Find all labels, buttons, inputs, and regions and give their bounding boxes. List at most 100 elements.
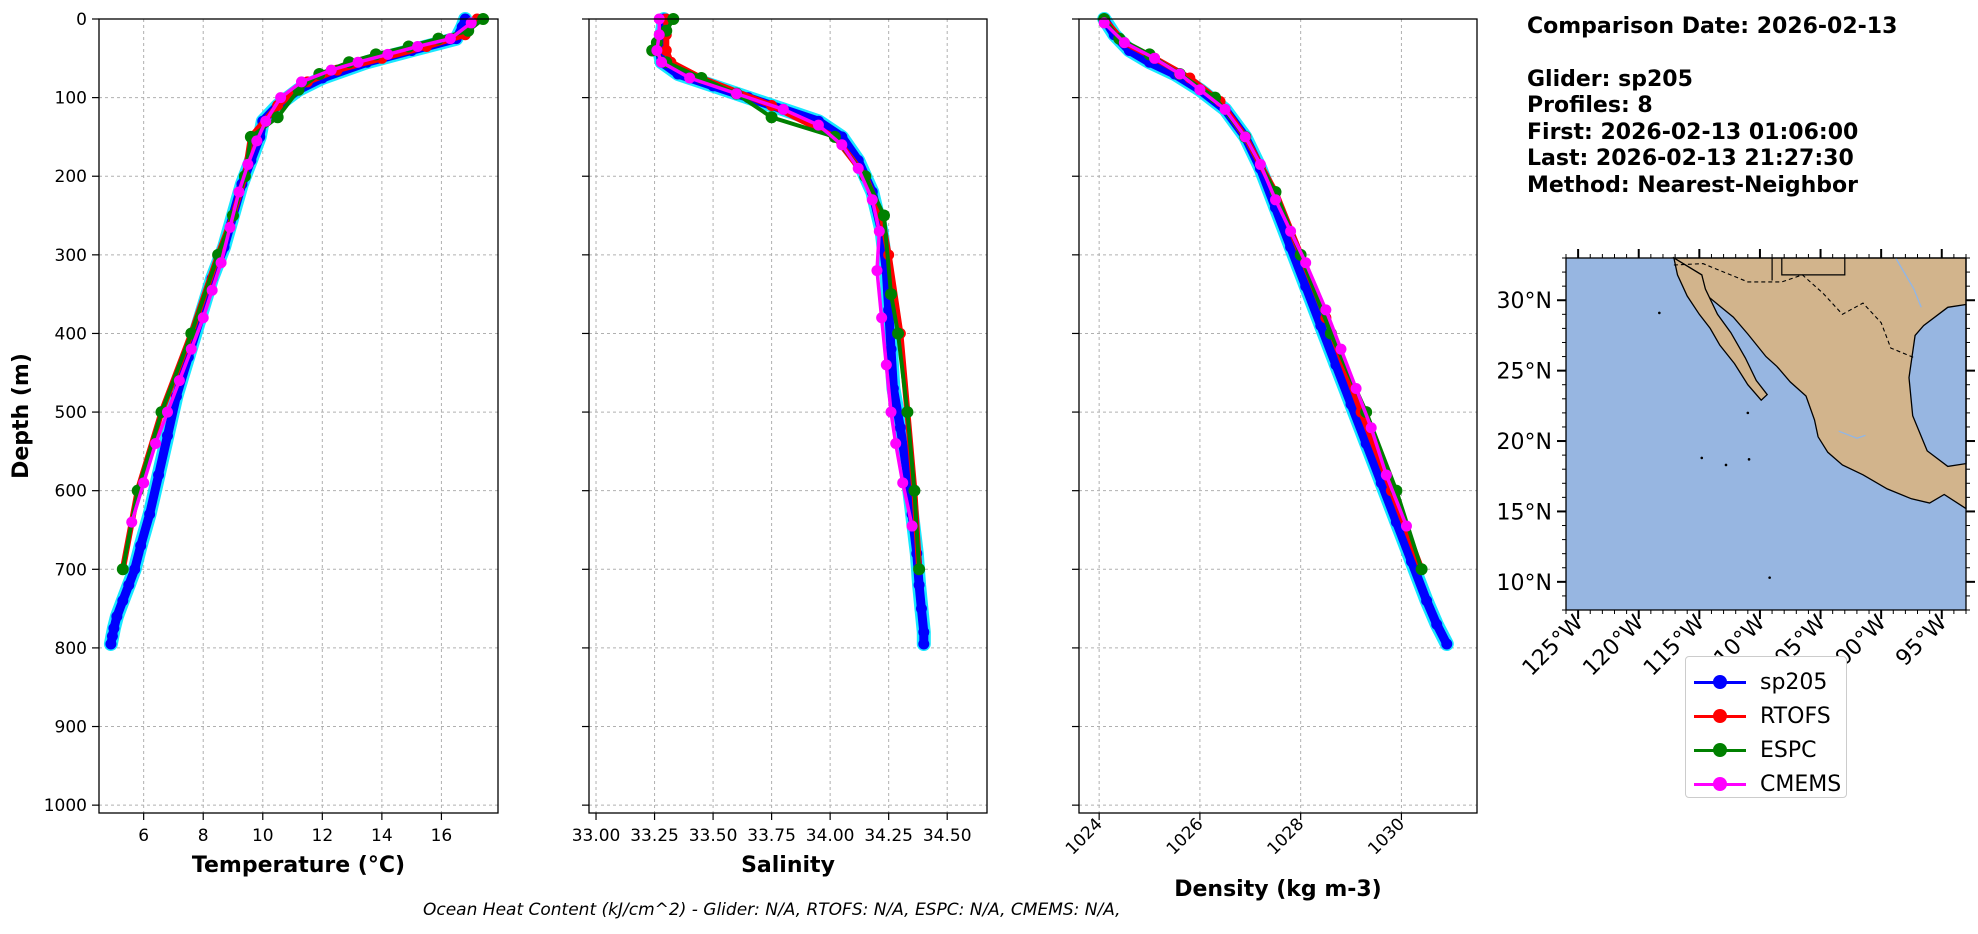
series-point-cmems xyxy=(242,158,254,170)
x-tick-label: 16 xyxy=(431,826,453,846)
series-point-sp205 xyxy=(1345,398,1357,410)
x-tick-label: 1024 xyxy=(1062,814,1107,859)
series-point-cmems xyxy=(656,56,668,68)
series-point-cmems xyxy=(1335,343,1347,355)
series-point-cmems xyxy=(138,477,150,489)
series-point-cmems xyxy=(873,225,885,237)
series-point-sp205 xyxy=(129,563,141,575)
series-point-cmems xyxy=(876,312,888,324)
series-point-sp205 xyxy=(117,595,129,607)
y-axis-label: Depth (m) xyxy=(9,353,34,479)
map-lat-label: 10°N xyxy=(1497,571,1552,596)
series-point-sp205 xyxy=(918,638,930,650)
series-point-cmems xyxy=(651,44,663,56)
series-point-espc xyxy=(877,209,890,222)
series-point-sp205 xyxy=(894,422,906,434)
series-point-sp205 xyxy=(913,579,925,591)
legend-label: ESPC xyxy=(1760,737,1817,763)
series-point-cmems xyxy=(1380,469,1392,481)
series-point-cmems xyxy=(1149,52,1161,64)
series-point-cmems xyxy=(1400,520,1412,532)
series-line-cmems xyxy=(130,21,473,524)
series-point-cmems xyxy=(275,92,287,104)
map-lon-label: 120°W xyxy=(1578,610,1649,681)
series-point-sp205 xyxy=(1406,555,1418,567)
series-point-sp205 xyxy=(1441,638,1453,650)
series-point-espc xyxy=(765,111,778,124)
x-tick-label: 33.75 xyxy=(747,826,796,846)
series-point-cmems xyxy=(1320,304,1332,316)
map-island xyxy=(1700,456,1704,460)
series-point-cmems xyxy=(684,72,696,84)
y-tick-label: 800 xyxy=(55,639,87,659)
map-land-baja xyxy=(1672,256,1769,402)
series-line-sp205 xyxy=(1099,14,1452,649)
series-point-cmems xyxy=(126,516,138,528)
series-point-cmems xyxy=(206,284,218,296)
y-tick-label: 300 xyxy=(55,246,87,266)
series-point-cmems xyxy=(1174,68,1186,80)
series-point-cmems xyxy=(382,48,394,60)
map-gulf xyxy=(1908,303,1967,468)
series-point-sp205 xyxy=(153,469,165,481)
series-point-sp205 xyxy=(1375,477,1387,489)
x-tick-label: 1026 xyxy=(1163,814,1208,859)
y-tick-label: 1000 xyxy=(44,796,87,816)
x-axis-label: Salinity xyxy=(741,853,835,878)
series-line-rtofs xyxy=(1101,16,1425,573)
series-point-espc xyxy=(1415,563,1428,576)
x-tick-label: 12 xyxy=(312,826,334,846)
series-point-cmems xyxy=(465,17,477,29)
map-border-us-mexico xyxy=(1673,263,1916,359)
map-lon-label: 95°W xyxy=(1891,610,1952,671)
series-point-cmems xyxy=(1350,382,1362,394)
legend-item-cmems: CMEMS xyxy=(1694,767,1846,801)
map-river xyxy=(1838,430,1866,439)
series-point-espc xyxy=(901,406,914,419)
legend: sp205 RTOFS ESPC CMEMS xyxy=(1685,656,1847,798)
map-island xyxy=(1768,576,1771,579)
series-point-sp205 xyxy=(161,430,173,442)
series-point-espc xyxy=(885,288,898,301)
series-point-cmems xyxy=(260,115,272,127)
series-point-sp205 xyxy=(1315,320,1327,332)
x-tick-label: 34.25 xyxy=(864,826,913,846)
series-point-cmems xyxy=(1118,37,1130,49)
y-tick-label: 700 xyxy=(55,560,87,580)
series-point-cmems xyxy=(1219,103,1231,115)
series-point-espc xyxy=(913,563,926,576)
method: Method: Nearest-Neighbor xyxy=(1527,172,1858,198)
series-point-cmems xyxy=(1269,194,1281,206)
legend-swatch-espc xyxy=(1694,740,1746,760)
glider-name: Glider: sp205 xyxy=(1527,66,1693,92)
series-point-sp205 xyxy=(135,540,147,552)
series-point-cmems xyxy=(197,312,209,324)
y-tick-label: 400 xyxy=(55,324,87,344)
y-tick-label: 600 xyxy=(55,482,87,502)
legend-item-rtofs: RTOFS xyxy=(1694,699,1846,733)
series-point-sp205 xyxy=(915,603,927,615)
legend-label: sp205 xyxy=(1760,669,1828,695)
map-island xyxy=(1746,411,1750,415)
series-point-cmems xyxy=(150,438,162,450)
series-line-sp205-halo xyxy=(1097,12,1454,651)
map-lat-label: 15°N xyxy=(1497,500,1552,525)
legend-swatch-rtofs xyxy=(1694,706,1746,726)
location-map: 30°N25°N20°N15°N10°N125°W120°W115°W110°W… xyxy=(1497,249,1975,681)
legend-swatch-sp205 xyxy=(1694,672,1746,692)
map-river xyxy=(1895,257,1922,308)
last-time: Last: 2026-02-13 21:27:30 xyxy=(1527,146,1854,171)
map-land-mainland xyxy=(1671,257,1967,510)
series-point-cmems xyxy=(352,56,364,68)
series-point-cmems xyxy=(295,76,307,88)
series-point-sp205 xyxy=(1360,438,1372,450)
series-point-cmems xyxy=(1300,257,1312,269)
x-tick-label: 10 xyxy=(252,826,274,846)
series-point-espc xyxy=(116,563,129,576)
density-panel: 1024 1026 1028 1030 Density (kg m-3) xyxy=(1062,12,1478,902)
series-point-sp205 xyxy=(105,638,117,650)
info-block: Comparison Date: 2026-02-13 Glider: sp20… xyxy=(1527,14,1897,199)
series-point-cmems xyxy=(1194,84,1206,96)
temperature-panel: 6 8 10 12 14 16 0 100 200 300 400 500 600 700 800 900 10… xyxy=(9,10,499,878)
series-point-sp205 xyxy=(123,579,135,591)
